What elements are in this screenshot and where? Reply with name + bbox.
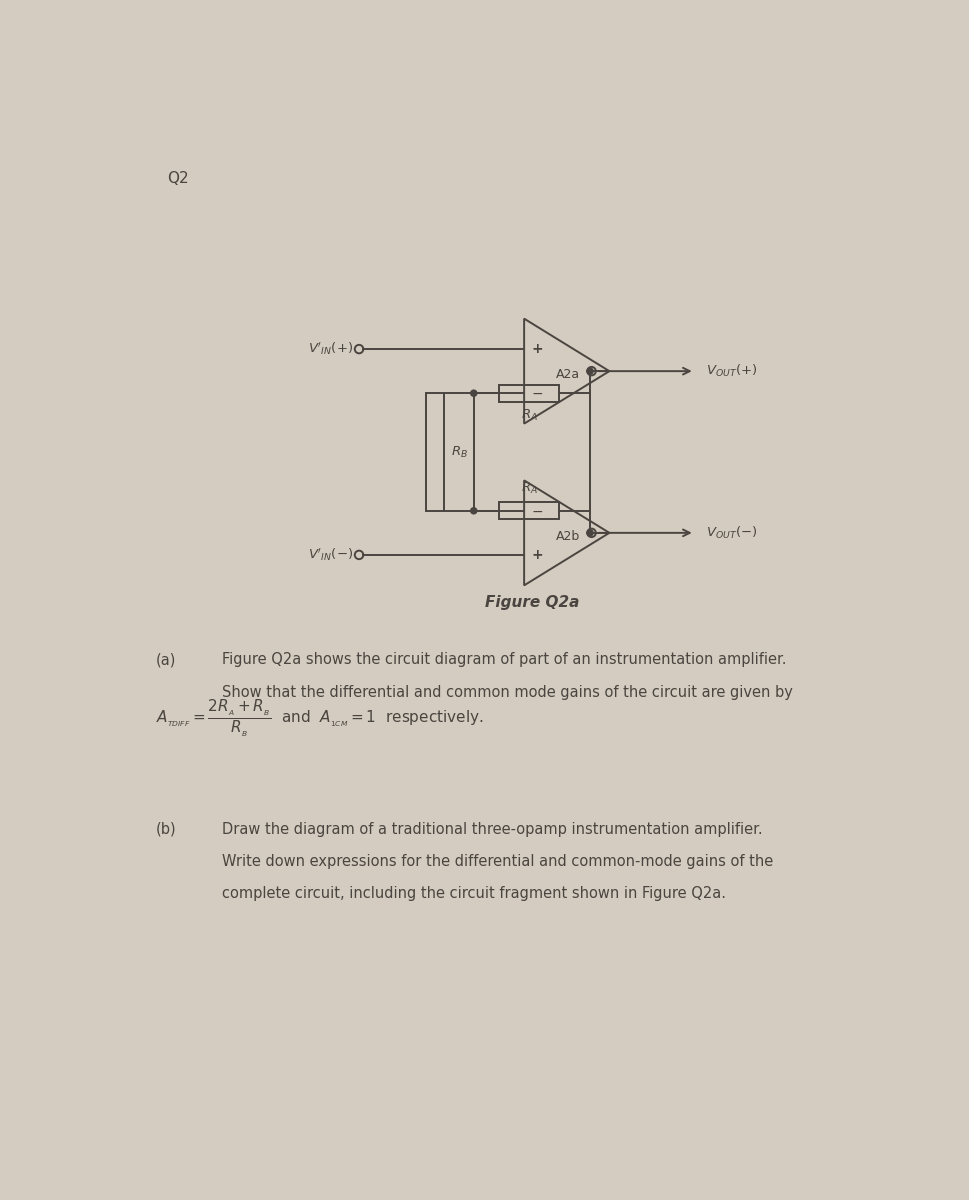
Text: $V_{OUT}(-)$: $V_{OUT}(-)$: [706, 524, 758, 541]
Text: $R_A$: $R_A$: [520, 481, 538, 496]
Text: Write down expressions for the differential and common-mode gains of the: Write down expressions for the different…: [222, 854, 773, 869]
Text: A2b: A2b: [556, 530, 580, 544]
Text: $A_{_{TDIFF}} = \dfrac{2R_{_A}+R_{_B}}{R_{_B}}$  and  $A_{_{1CM}} = 1$  respecti: $A_{_{TDIFF}} = \dfrac{2R_{_A}+R_{_B}}{R…: [156, 697, 484, 739]
Text: +: +: [531, 342, 543, 356]
Text: Draw the diagram of a traditional three-opamp instrumentation amplifier.: Draw the diagram of a traditional three-…: [222, 822, 763, 836]
Bar: [499, 385, 559, 402]
Circle shape: [471, 390, 477, 396]
Circle shape: [587, 368, 593, 374]
Bar: [426, 394, 444, 511]
Text: $V'_{IN}(+)$: $V'_{IN}(+)$: [308, 341, 354, 358]
Text: $V'_{IN}(-)$: $V'_{IN}(-)$: [308, 547, 354, 563]
Text: $R_A$: $R_A$: [520, 408, 538, 422]
Bar: [499, 503, 559, 520]
Text: +: +: [531, 548, 543, 562]
Text: A2a: A2a: [556, 368, 580, 382]
Text: $-$: $-$: [531, 504, 544, 517]
Text: $R_B$: $R_B$: [452, 444, 468, 460]
Text: Show that the differential and common mode gains of the circuit are given by: Show that the differential and common mo…: [222, 684, 793, 700]
Text: $-$: $-$: [531, 386, 544, 401]
Text: Q2: Q2: [168, 172, 189, 186]
Text: Figure Q2a: Figure Q2a: [484, 595, 579, 610]
Text: Figure Q2a shows the circuit diagram of part of an instrumentation amplifier.: Figure Q2a shows the circuit diagram of …: [222, 653, 787, 667]
Text: $V_{OUT}(+)$: $V_{OUT}(+)$: [706, 364, 758, 379]
Text: complete circuit, including the circuit fragment shown in Figure Q2a.: complete circuit, including the circuit …: [222, 887, 726, 901]
Circle shape: [587, 529, 593, 536]
Text: (a): (a): [156, 653, 176, 667]
Circle shape: [471, 508, 477, 514]
Text: (b): (b): [156, 822, 176, 836]
